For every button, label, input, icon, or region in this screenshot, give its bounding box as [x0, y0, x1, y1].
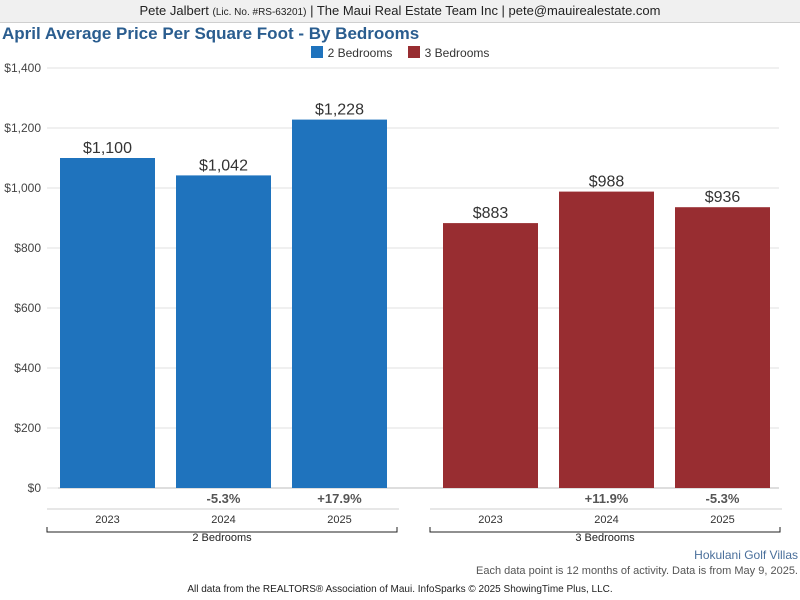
percent-change-label: -5.3% [706, 491, 740, 506]
license-number: (Lic. No. #RS-63201) [212, 7, 307, 18]
bar-value-label: $988 [589, 174, 625, 191]
x-tick-label: 2024 [594, 514, 618, 526]
y-tick-label: $1,200 [4, 121, 41, 135]
bar[interactable] [559, 191, 654, 488]
x-tick-label: 2025 [327, 514, 351, 526]
group-bracket [429, 527, 781, 533]
bar-value-label: $883 [473, 205, 509, 222]
bar-value-label: $1,042 [199, 157, 248, 174]
legend: 2 Bedrooms 3 Bedrooms [0, 46, 800, 60]
y-tick-label: $800 [14, 241, 41, 255]
legend-swatch-3-bedrooms [407, 46, 420, 58]
y-tick-label: $1,000 [4, 181, 41, 195]
bar-value-label: $936 [705, 189, 741, 206]
percent-change-label: +17.9% [317, 491, 362, 506]
legend-label-2-bedrooms: 2 Bedrooms [327, 46, 393, 60]
bar-value-label: $1,228 [315, 102, 364, 119]
place-name: Hokulani Golf Villas [694, 548, 798, 562]
agency-contact: | The Maui Real Estate Team Inc | pete@m… [310, 3, 661, 18]
data-note: Each data point is 12 months of activity… [475, 565, 798, 577]
bar-value-label: $1,100 [83, 140, 132, 157]
group-label: 2 Bedrooms [192, 532, 252, 544]
y-tick-label: $600 [14, 301, 41, 315]
legend-item-2-bedrooms[interactable]: 2 Bedrooms [310, 46, 393, 60]
bar[interactable] [176, 175, 271, 488]
y-tick-label: $400 [14, 361, 41, 375]
bar[interactable] [60, 158, 155, 488]
y-tick-label: $0 [28, 481, 42, 495]
x-tick-label: 2023 [95, 514, 119, 526]
legend-swatch-2-bedrooms [310, 46, 323, 58]
x-tick-label: 2023 [478, 514, 502, 526]
y-tick-label: $1,400 [4, 61, 41, 75]
percent-change-label: -5.3% [207, 491, 241, 506]
bar[interactable] [292, 119, 387, 488]
footer-credit: All data from the REALTORS® Association … [187, 584, 613, 595]
percent-change-label: +11.9% [585, 491, 629, 506]
bar[interactable] [443, 223, 538, 488]
agent-name: Pete Jalbert [139, 3, 209, 18]
x-tick-label: 2025 [710, 514, 734, 526]
legend-label-3-bedrooms: 3 Bedrooms [424, 46, 490, 60]
chart-title: April Average Price Per Square Foot - By… [2, 24, 420, 43]
group-bracket [46, 527, 398, 533]
header-bar: Pete Jalbert (Lic. No. #RS-63201) | The … [0, 0, 800, 23]
y-tick-label: $200 [14, 421, 41, 435]
legend-item-3-bedrooms[interactable]: 3 Bedrooms [407, 46, 490, 60]
bar[interactable] [675, 207, 770, 488]
x-tick-label: 2024 [211, 514, 235, 526]
group-label: 3 Bedrooms [575, 532, 635, 544]
